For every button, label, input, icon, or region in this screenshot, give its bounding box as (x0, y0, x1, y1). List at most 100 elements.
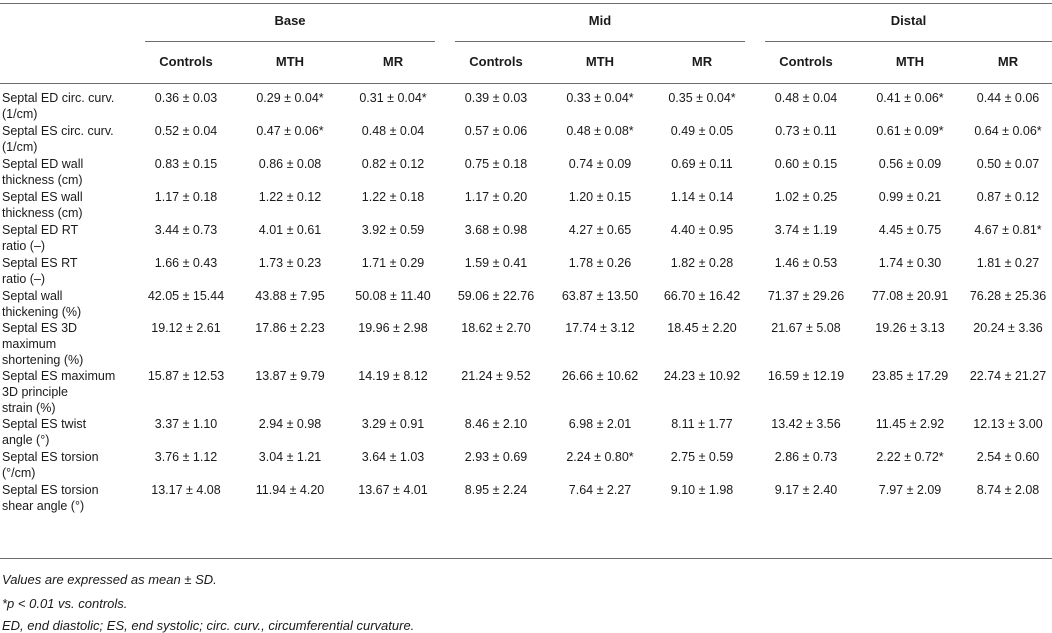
table-cell: 1.74 ± 0.30 (878, 256, 942, 270)
table-row: Septal ES wall thickness (cm) 1.17 ± 0.18 1… (0, 189, 1052, 222)
table-row: Septal ED RT ratio (–) 3.44 ± 0.73 4.01 ± 0… (0, 222, 1052, 255)
row-parameter-label-line: thickness (cm) (2, 206, 83, 220)
row-parameter-label: Septal ES torsion shear angle (°) (2, 482, 142, 514)
table-cell: 3.29 ± 0.91 (361, 417, 425, 431)
table-cell: 2.86 ± 0.73 (774, 450, 838, 464)
table-cell: 1.17 ± 0.18 (154, 190, 218, 204)
table-cell: 3.64 ± 1.03 (361, 450, 425, 464)
table-row: Septal ED circ. curv. (1/cm) 0.36 ± 0.03 0.… (0, 90, 1052, 123)
table-cell: 12.13 ± 3.00 (973, 417, 1043, 431)
table-cell: 59.06 ± 22.76 (457, 289, 535, 303)
row-parameter-label-line: ratio (–) (2, 239, 46, 253)
table-cell: 6.98 ± 2.01 (568, 417, 632, 431)
table-cell: 42.05 ± 15.44 (147, 289, 225, 303)
col-header-mid-mth: MTH (585, 54, 615, 69)
table-cell: 7.64 ± 2.27 (568, 483, 632, 497)
row-parameter-label-line: (°/cm) (2, 466, 36, 480)
table-cell: 0.35 ± 0.04* (668, 91, 736, 105)
table-cell: 1.81 ± 0.27 (976, 256, 1040, 270)
table-cell: 11.94 ± 4.20 (255, 483, 325, 497)
table-cell: 2.24 ± 0.80* (566, 450, 634, 464)
table-cell: 1.71 ± 0.29 (361, 256, 425, 270)
table-cell: 11.45 ± 2.92 (875, 417, 945, 431)
table-cell: 0.44 ± 0.06 (976, 91, 1040, 105)
table-cell: 3.68 ± 0.98 (464, 223, 528, 237)
table-cell: 1.17 ± 0.20 (464, 190, 528, 204)
col-header-base-controls: Controls (159, 54, 213, 69)
table-cell: 8.74 ± 2.08 (976, 483, 1040, 497)
table-row: Septal ES twist angle (°) 3.37 ± 1.10 2.94 … (0, 416, 1052, 449)
table-cell: 3.76 ± 1.12 (154, 450, 218, 464)
table-row: Septal ES RT ratio (–) 1.66 ± 0.43 1.73 ± 0… (0, 255, 1052, 288)
header-bottom-rule (0, 83, 1052, 84)
table-cell: 0.48 ± 0.08* (566, 124, 634, 138)
row-parameter-label: Septal ES torsion (°/cm) (2, 449, 142, 481)
table-cell: 0.29 ± 0.04* (256, 91, 324, 105)
table-cell: 7.97 ± 2.09 (878, 483, 942, 497)
table-cell: 13.42 ± 3.56 (771, 417, 841, 431)
row-parameter-label-line: Septal ED wall (2, 157, 84, 171)
row-parameter-label-line: (1/cm) (2, 107, 38, 121)
table-cell: 0.86 ± 0.08 (258, 157, 322, 171)
row-parameter-label: Septal ED wall thickness (cm) (2, 156, 142, 188)
table-cell: 4.01 ± 0.61 (258, 223, 322, 237)
table-cell: 66.70 ± 16.42 (663, 289, 741, 303)
table-cell: 9.10 ± 1.98 (670, 483, 734, 497)
table-cell: 1.14 ± 0.14 (670, 190, 734, 204)
row-parameter-label: Septal ES twist angle (°) (2, 416, 142, 448)
table-cell: 19.12 ± 2.61 (151, 321, 221, 335)
table-cell: 26.66 ± 10.62 (561, 369, 639, 383)
table-cell: 4.40 ± 0.95 (670, 223, 734, 237)
row-parameter-label: Septal wall thickening (%) (2, 288, 142, 320)
table-cell: 0.64 ± 0.06* (974, 124, 1042, 138)
row-parameter-label-line: shortening (%) (2, 353, 84, 367)
table-cell: 0.61 ± 0.09* (876, 124, 944, 138)
table-cell: 0.31 ± 0.04* (359, 91, 427, 105)
row-parameter-label-line: Septal ED RT (2, 223, 79, 237)
table-row: Septal wall thickening (%) 42.05 ± 15.44 43… (0, 288, 1052, 321)
table-cell: 0.74 ± 0.09 (568, 157, 632, 171)
table-cell: 1.20 ± 0.15 (568, 190, 632, 204)
table-cell: 8.11 ± 1.77 (671, 417, 733, 431)
table-cell: 43.88 ± 7.95 (255, 289, 325, 303)
table-row: Septal ED wall thickness (cm) 0.83 ± 0.15 0… (0, 156, 1052, 189)
table-cell: 1.78 ± 0.26 (568, 256, 632, 270)
table-cell: 0.36 ± 0.03 (154, 91, 218, 105)
footnote-significance: *p < 0.01 vs. controls. (2, 596, 128, 611)
row-parameter-label-line: Septal ES torsion (2, 450, 99, 464)
table-cell: 24.23 ± 10.92 (663, 369, 741, 383)
table-cell: 0.48 ± 0.04 (361, 124, 425, 138)
table-cell: 21.67 ± 5.08 (771, 321, 841, 335)
row-parameter-label-line: thickening (%) (2, 305, 82, 319)
table-cell: 3.44 ± 0.73 (154, 223, 218, 237)
table-cell: 1.82 ± 0.28 (670, 256, 734, 270)
table-cell: 0.75 ± 0.18 (464, 157, 528, 171)
table-cell: 0.48 ± 0.04 (774, 91, 838, 105)
table-cell: 13.87 ± 9.79 (255, 369, 325, 383)
table-cell: 1.02 ± 0.25 (774, 190, 838, 204)
table-cell: 0.87 ± 0.12 (976, 190, 1040, 204)
col-header-base-mth: MTH (275, 54, 305, 69)
row-parameter-label-line: angle (°) (2, 433, 50, 447)
table-cell: 2.94 ± 0.98 (258, 417, 322, 431)
table-row: Septal ES maximum 3D principle strain (%) 1… (0, 368, 1052, 416)
row-parameter-label: Septal ES RT ratio (–) (2, 255, 142, 287)
row-parameter-label-line: Septal ES circ. curv. (2, 124, 114, 138)
table-cell: 13.67 ± 4.01 (358, 483, 428, 497)
table-cell: 0.99 ± 0.21 (878, 190, 942, 204)
row-parameter-label-line: Septal ES wall (2, 190, 83, 204)
table-cell: 0.69 ± 0.11 (671, 157, 733, 171)
table-cell: 19.96 ± 2.98 (358, 321, 428, 335)
table-top-rule (0, 3, 1052, 4)
row-parameter-label-line: 3D principle (2, 385, 69, 399)
col-header-distal-mr: MR (997, 54, 1019, 69)
table-bottom-rule (0, 558, 1052, 559)
table-cell: 0.41 ± 0.06* (876, 91, 944, 105)
table-cell: 17.86 ± 2.23 (255, 321, 325, 335)
table-cell: 0.49 ± 0.05 (670, 124, 734, 138)
table-row: Septal ES torsion shear angle (°) 13.17 ± … (0, 482, 1052, 515)
row-parameter-label: Septal ES circ. curv. (1/cm) (2, 123, 142, 155)
table-cell: 18.45 ± 2.20 (667, 321, 737, 335)
table-cell: 71.37 ± 29.26 (767, 289, 845, 303)
row-parameter-label: Septal ED RT ratio (–) (2, 222, 142, 254)
